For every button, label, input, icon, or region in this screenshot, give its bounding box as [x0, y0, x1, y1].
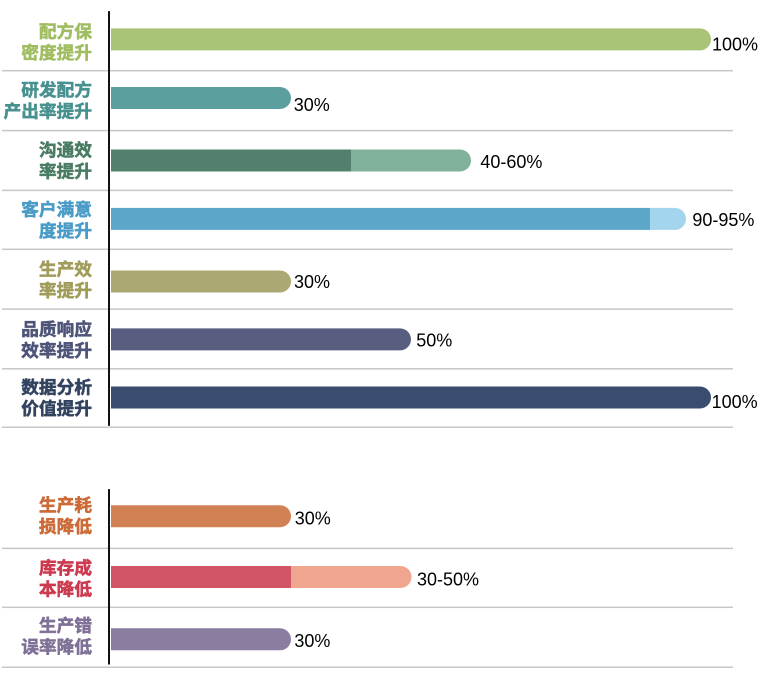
svg-text:40-60%: 40-60%: [480, 152, 542, 172]
svg-text:30%: 30%: [295, 509, 331, 529]
svg-text:100%: 100%: [712, 392, 758, 412]
svg-text:30%: 30%: [294, 95, 330, 115]
svg-text:50%: 50%: [416, 331, 452, 351]
svg-text:30%: 30%: [294, 631, 330, 651]
svg-text:30%: 30%: [294, 272, 330, 292]
svg-text:30-50%: 30-50%: [417, 569, 479, 589]
svg-text:90-95%: 90-95%: [692, 210, 754, 230]
svg-text:100%: 100%: [712, 34, 758, 54]
